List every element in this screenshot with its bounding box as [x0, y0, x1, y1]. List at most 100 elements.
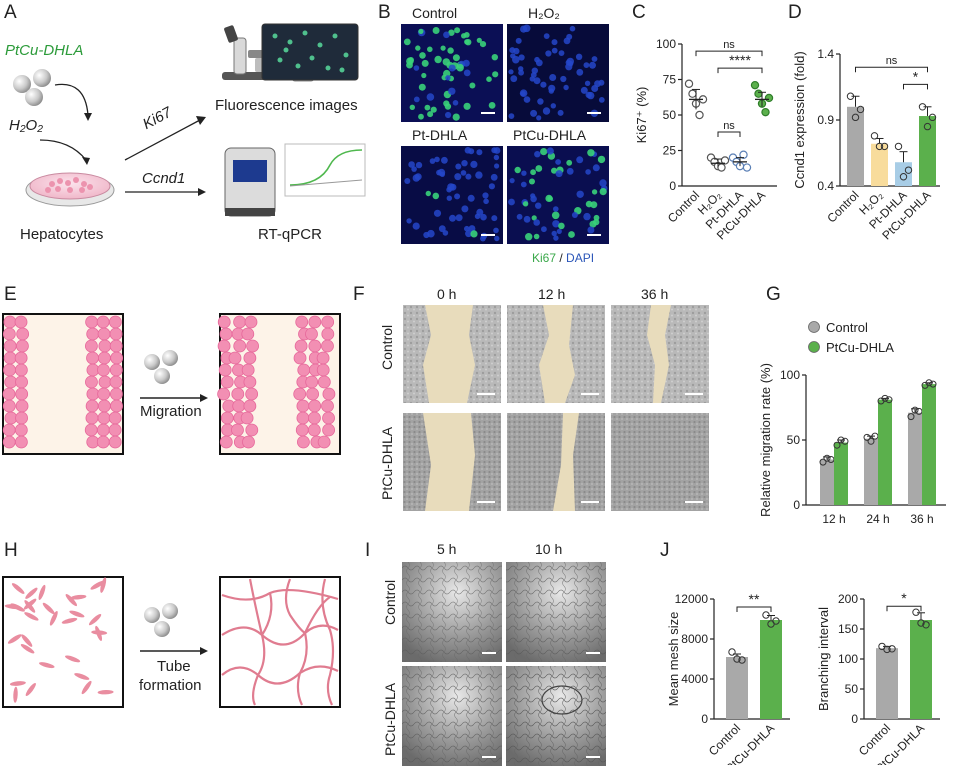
tube-control-5h: [402, 562, 502, 662]
i-row-ptcu: PtCu-DHLA: [382, 682, 398, 756]
c-ylabel: Ki67⁺ (%): [634, 87, 649, 144]
tile-h2o2: [507, 24, 609, 122]
monitor-icon: [261, 23, 359, 81]
g-data-point: [911, 406, 919, 414]
d-data-point: [923, 122, 932, 131]
c-data-point: [750, 80, 760, 90]
c-sig-label: ns: [723, 39, 735, 51]
c-ytick-label: 75: [663, 73, 677, 87]
schematic-a: [13, 23, 366, 217]
legend-ki67: Ki67: [532, 251, 557, 265]
d-data-point: [928, 113, 937, 122]
panel-label-c: C: [632, 2, 646, 23]
j1-sig-label: **: [749, 591, 760, 607]
ccnd1-arrow-label: Ccnd1: [142, 170, 186, 187]
fluorescence-label: Fluorescence images: [215, 97, 358, 114]
panel-label-f: F: [353, 284, 365, 305]
g-data-point: [881, 394, 889, 402]
g-ytick-label: 0: [793, 498, 800, 512]
f-time-0: 0 h: [437, 286, 457, 302]
c-data-point: [695, 110, 704, 120]
i-time-10: 10 h: [535, 541, 563, 557]
panel-label-e: E: [4, 284, 17, 305]
d-ytick-label: 0.9: [817, 113, 834, 127]
g-bar-1: [834, 442, 848, 505]
tube-caption-2: formation: [139, 677, 202, 694]
g-xtick-label: 36 h: [910, 512, 933, 526]
i-time-5: 5 h: [437, 541, 457, 557]
d-data-point: [846, 92, 855, 100]
d-data-point: [899, 173, 908, 181]
c-ytick-label: 100: [656, 37, 676, 51]
j2-ytick-label: 200: [838, 592, 858, 606]
scratch-ptcu-36h: [611, 413, 709, 511]
panel-label-g: G: [766, 284, 781, 305]
c-sig-bracket: [717, 67, 763, 74]
nanoparticle-icon: [13, 69, 51, 106]
j2-ytick-label: 0: [851, 712, 858, 726]
g-bar-0: [820, 459, 834, 505]
scratch-control-36h: [611, 305, 709, 403]
d-bar: [871, 143, 888, 186]
panel-label-b: B: [378, 2, 391, 23]
nanoparticle-icon-h: [144, 603, 178, 637]
migration-schematic: [2, 313, 341, 455]
j2-data-point: [917, 619, 925, 627]
migration-caption: Migration: [140, 403, 202, 420]
c-data-point: [720, 156, 730, 165]
j1-bar: [760, 620, 782, 719]
j1-ytick-label: 8000: [681, 632, 708, 646]
j1-ytick-label: 12000: [675, 592, 709, 606]
tube-ptcu-10h: [506, 666, 606, 766]
j2-ytick-label: 100: [838, 652, 858, 666]
j1-ylabel: Mean mesh size: [666, 612, 681, 707]
qpcr-machine-icon: [224, 147, 276, 217]
d-data-point: [918, 103, 927, 111]
g-data-point: [841, 437, 849, 445]
tube-ptcu-5h: [402, 666, 502, 766]
c-sig-label: ns: [723, 120, 735, 132]
panel-label-j: J: [660, 540, 670, 561]
d-data-point: [880, 142, 889, 151]
d-bar: [847, 106, 864, 186]
nanoparticle-icon-e: [144, 350, 178, 384]
scratch-images: [403, 305, 709, 511]
g-bar-0: [864, 438, 878, 505]
tube-images: [402, 562, 606, 766]
c-data-point: [754, 89, 763, 98]
stain-legend: Ki67 / DAPI: [532, 251, 594, 265]
f-row-control: Control: [379, 324, 395, 370]
fluorescence-grid: [401, 24, 609, 244]
c-sig-bracket: [717, 131, 741, 138]
scratch-ptcu-12h: [507, 413, 605, 511]
c-ytick-label: 50: [663, 108, 677, 122]
tube-control-10h: [506, 562, 606, 662]
j2-ytick-label: 50: [845, 682, 859, 696]
d-data-point: [856, 105, 865, 114]
d-sig-bracket: [855, 66, 928, 73]
g-bar-1: [878, 399, 892, 505]
j1-sig-bracket: [736, 606, 772, 612]
amplification-curve-icon: [284, 143, 366, 197]
j1-bar: [726, 657, 748, 719]
nanozyme-label: PtCu-DHLA: [5, 42, 84, 59]
j1-ytick-label: 0: [701, 712, 708, 726]
panel-label-a: A: [4, 2, 17, 23]
tile-title-control: Control: [412, 5, 458, 21]
d-ylabel: Ccnd1 expression (fold): [792, 51, 807, 188]
c-data-point: [688, 89, 697, 98]
g-data-point: [925, 379, 933, 387]
j1-data-point: [728, 648, 736, 656]
g-xtick-label: 24 h: [866, 512, 889, 526]
d-data-point: [904, 166, 913, 174]
j2-data-point: [888, 645, 896, 653]
cells-label: Hepatocytes: [20, 226, 104, 243]
legend-dapi: DAPI: [566, 251, 595, 265]
chart-g: 0 50 100 Relative migration rate (%) 12 h 24 …: [760, 320, 946, 526]
tube-caption-1: Tube: [157, 658, 191, 675]
d-ytick-label: 1.4: [817, 47, 834, 61]
